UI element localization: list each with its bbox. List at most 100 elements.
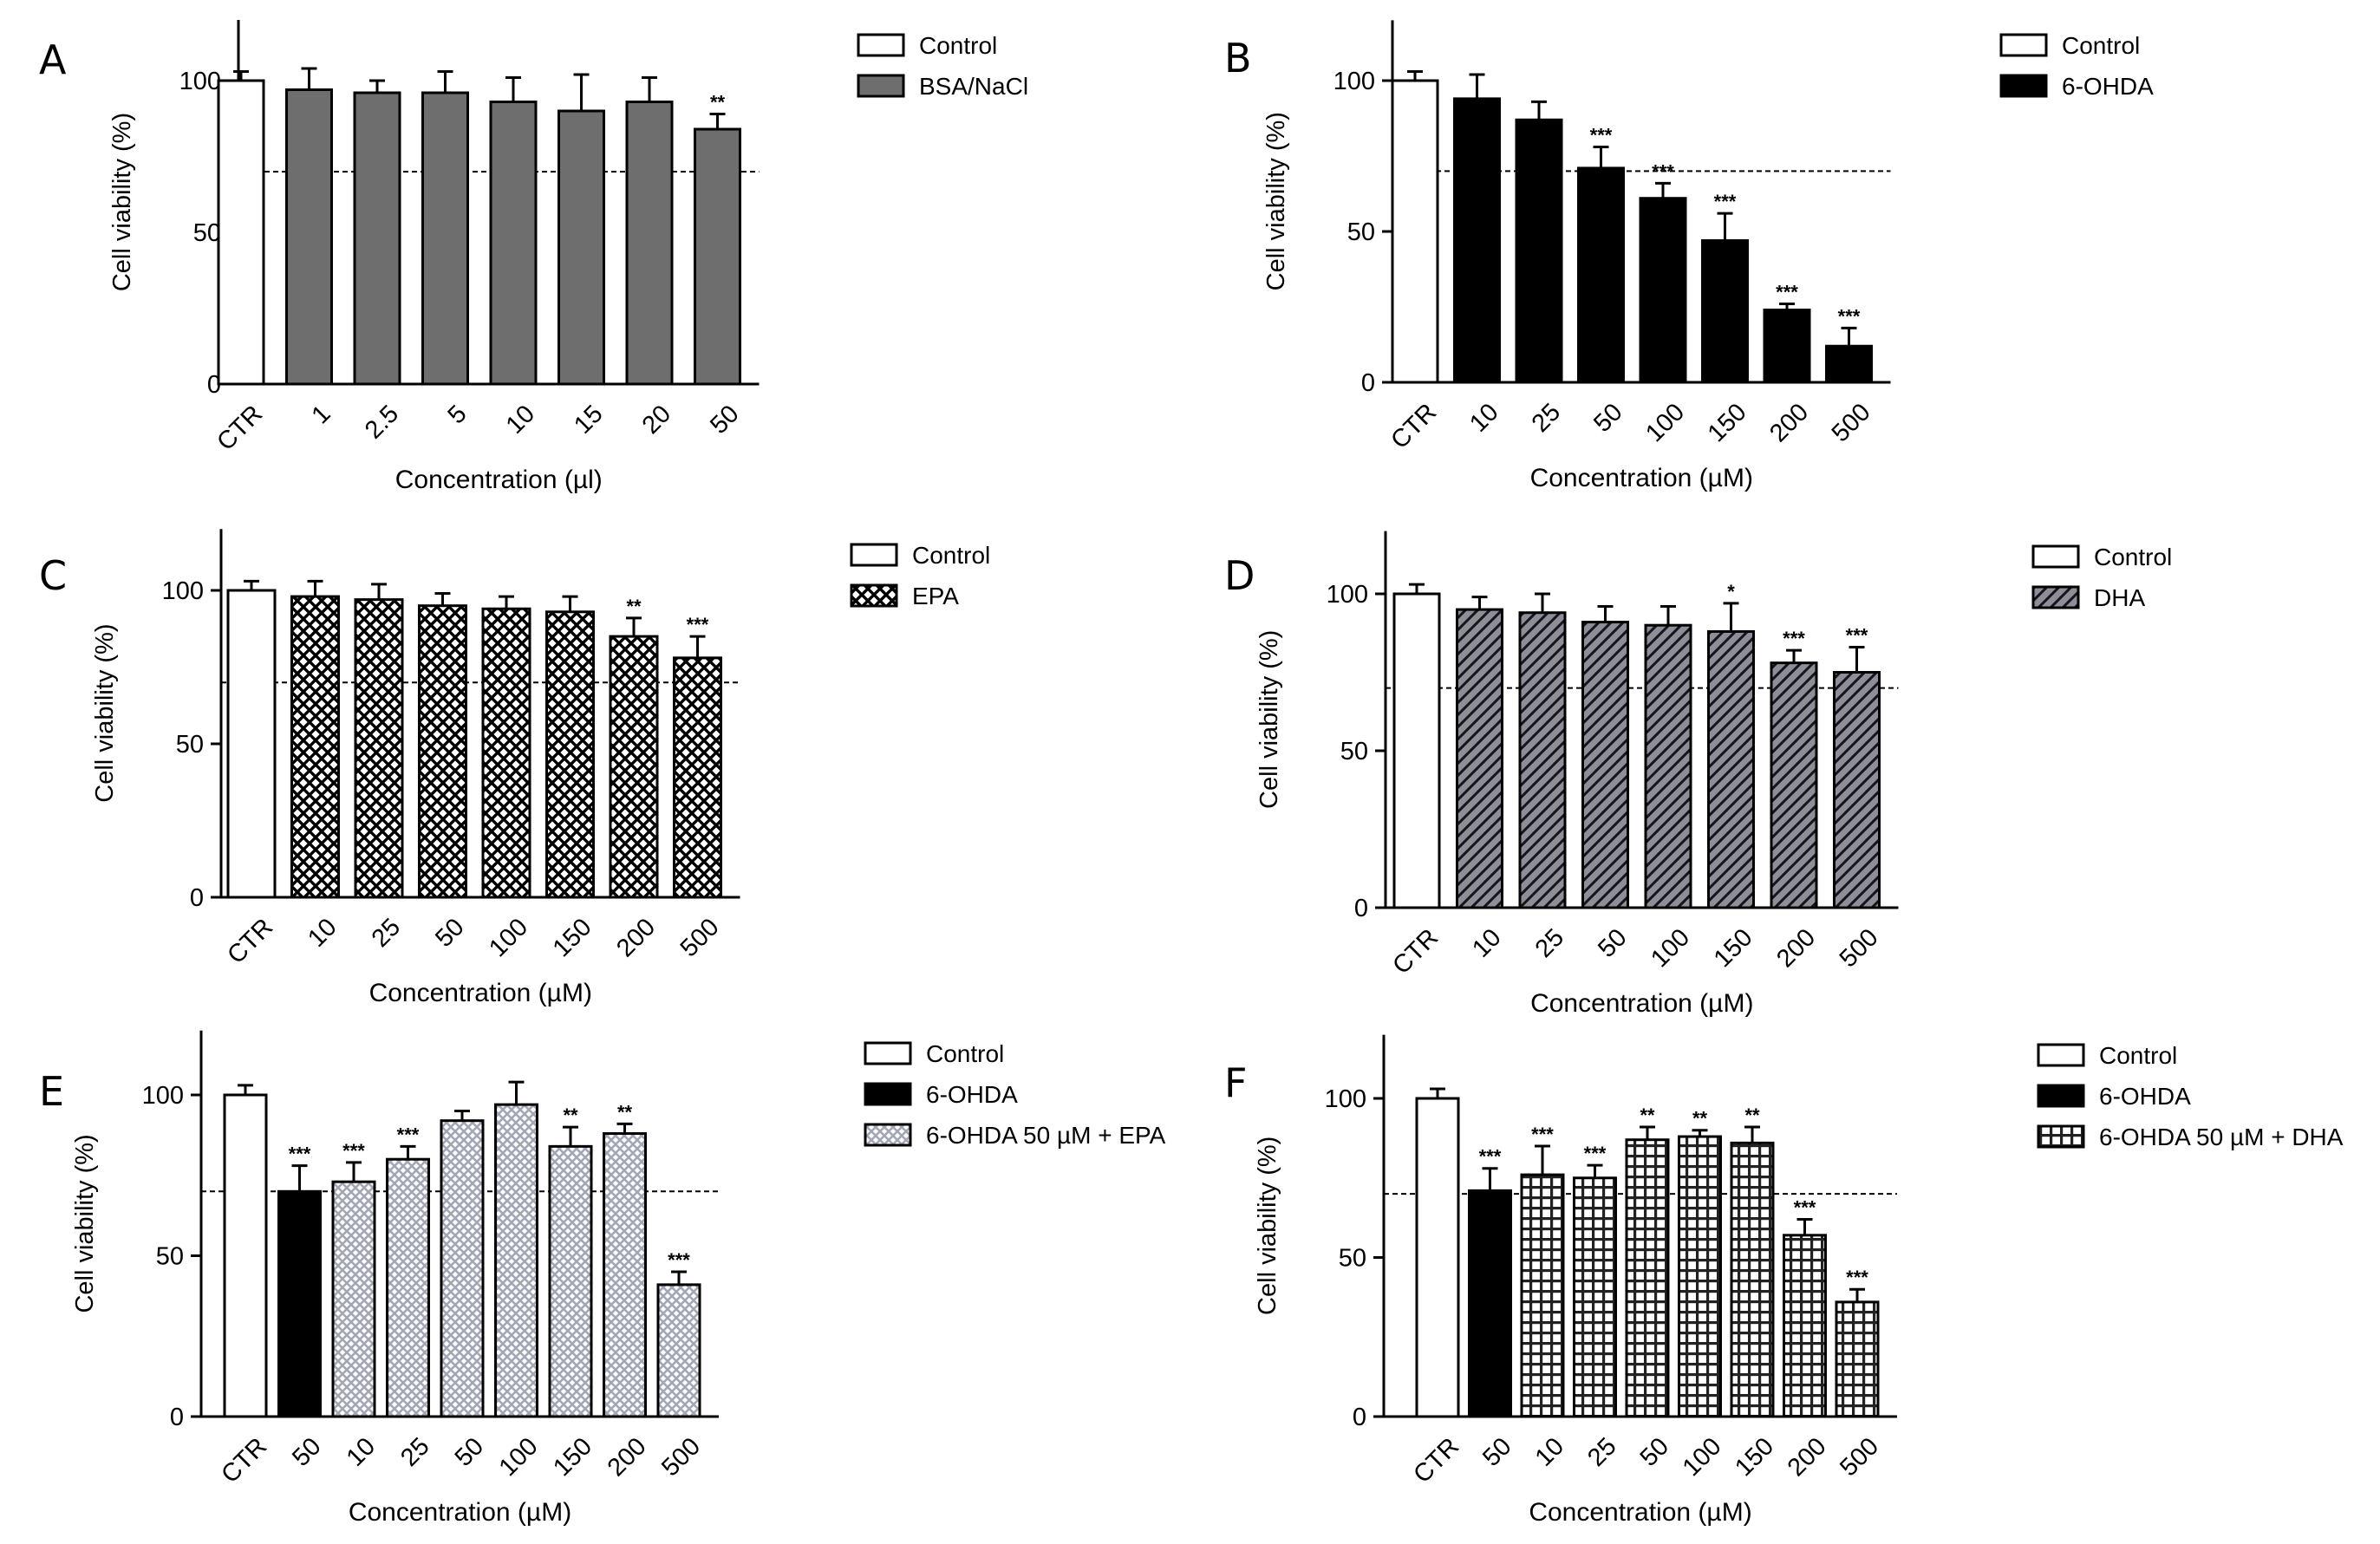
legend-swatch	[864, 1041, 912, 1065]
significance-label: ***	[1783, 628, 1805, 649]
bar	[1701, 238, 1749, 384]
legend-label: Control	[2099, 1042, 2177, 1069]
x-axis-label: Concentration (µM)	[1529, 1498, 1751, 1527]
significance-label: ***	[668, 1249, 690, 1271]
legend-label: Control	[2062, 32, 2140, 59]
x-tick-label: 20	[637, 400, 676, 439]
x-tick-label: 100	[494, 1432, 544, 1482]
x-tick-label: 100	[1646, 923, 1695, 973]
legend-label: Control	[919, 32, 997, 59]
bar	[1835, 1300, 1880, 1418]
legend-swatch	[1999, 74, 2048, 98]
panel-D: D 0 50 100 Cell viability (%) CTR 10 25 50 100 * 15…	[1224, 531, 2172, 1018]
x-tick-label: 150	[1703, 398, 1752, 447]
legend-swatch	[2031, 585, 2080, 609]
significance-label: ***	[1584, 1143, 1607, 1164]
x-axis-label: Concentration (µM)	[1530, 989, 1753, 1018]
significance-label: ***	[1794, 1196, 1816, 1218]
legend-swatch	[864, 1123, 912, 1147]
x-tick-label: 50	[1588, 398, 1627, 437]
x-tick-label: 50	[1635, 1432, 1674, 1471]
bar	[1515, 118, 1563, 384]
x-tick-label: 50	[450, 1432, 489, 1471]
y-tick-label: 50	[1347, 218, 1375, 246]
x-tick-label: 150	[1709, 923, 1758, 973]
x-tick-label: 200	[611, 913, 661, 962]
x-tick-label: 1	[307, 400, 336, 429]
bar	[1581, 621, 1629, 909]
legend-label: Control	[2094, 544, 2172, 570]
bar	[1391, 79, 1439, 384]
legend-label: 6-OHDA	[2062, 73, 2154, 100]
bar	[1707, 629, 1755, 909]
x-tick-label: CTR	[222, 913, 278, 969]
y-tick-label: 100	[162, 577, 204, 605]
x-tick-label: 200	[1771, 923, 1821, 973]
bar	[545, 610, 595, 899]
bar	[353, 91, 401, 386]
x-tick-label: 500	[1827, 398, 1876, 447]
y-tick-label: 50	[1339, 1245, 1366, 1273]
significance-label: ***	[1652, 160, 1674, 182]
y-axis-label: Cell viability (%)	[71, 1134, 99, 1313]
bar	[1625, 1138, 1670, 1418]
y-tick-label: 50	[193, 219, 221, 247]
bar	[223, 1093, 268, 1418]
x-tick-label: 150	[548, 913, 597, 962]
panel-label: D	[1224, 552, 1255, 599]
significance-label: **	[710, 92, 726, 114]
x-tick-label: 10	[1467, 923, 1506, 962]
bar	[494, 1103, 538, 1418]
significance-label: ***	[289, 1143, 311, 1165]
significance-label: ***	[1846, 625, 1868, 647]
bar	[656, 1283, 701, 1418]
significance-label: **	[1692, 1108, 1708, 1130]
bar	[277, 1189, 322, 1418]
legend-swatch	[2037, 1043, 2085, 1067]
x-tick-label: CTR	[1386, 398, 1442, 454]
bar	[418, 604, 467, 899]
x-axis-label: Concentration (µM)	[349, 1498, 571, 1527]
y-tick-label: 0	[170, 1404, 184, 1431]
bar	[331, 1180, 376, 1418]
bar	[1453, 97, 1501, 384]
bar	[1456, 608, 1503, 909]
y-tick-label: 100	[1325, 1085, 1366, 1113]
bar	[285, 88, 333, 386]
y-tick-label: 100	[179, 68, 221, 95]
bar	[1573, 1176, 1617, 1418]
bar	[1577, 166, 1625, 384]
legend-label: Control	[926, 1040, 1004, 1067]
x-axis-label: Concentration (µM)	[369, 979, 592, 1007]
significance-label: **	[617, 1101, 633, 1123]
x-tick-label: 25	[1530, 923, 1569, 962]
x-tick-label: 200	[1764, 398, 1814, 447]
bar	[1520, 1173, 1565, 1418]
legend-label: 6-OHDA 50 µM + DHA	[2099, 1124, 2344, 1150]
bar	[440, 1119, 485, 1418]
bar	[694, 127, 741, 386]
bar	[1783, 1234, 1827, 1418]
y-tick-label: 100	[142, 1082, 184, 1110]
panel-B: B 0 50 100 Cell viability (%) CTR 10 25 *** 50 ***…	[1224, 20, 2154, 492]
x-tick-label: 100	[1678, 1432, 1727, 1482]
bar	[217, 79, 265, 386]
y-tick-label: 0	[190, 884, 204, 912]
x-tick-label: 500	[675, 913, 725, 962]
bar	[1825, 344, 1873, 384]
x-tick-label: 25	[1582, 1432, 1621, 1471]
x-tick-label: 50	[705, 400, 744, 439]
legend-swatch	[2037, 1124, 2085, 1149]
legend-swatch	[2037, 1084, 2085, 1108]
x-tick-label: 5	[443, 400, 473, 429]
x-tick-label: 100	[1640, 398, 1690, 447]
significance-label: ***	[1590, 125, 1613, 147]
panel-C: C 0 50 100 Cell viability (%) CTR 10 25 50 100 150…	[39, 529, 990, 1007]
y-tick-label: 50	[176, 731, 204, 759]
x-tick-label: CTR	[212, 400, 268, 456]
significance-label: **	[626, 596, 642, 617]
x-axis-label: Concentration (µl)	[395, 466, 603, 494]
x-tick-label: 10	[342, 1432, 381, 1471]
